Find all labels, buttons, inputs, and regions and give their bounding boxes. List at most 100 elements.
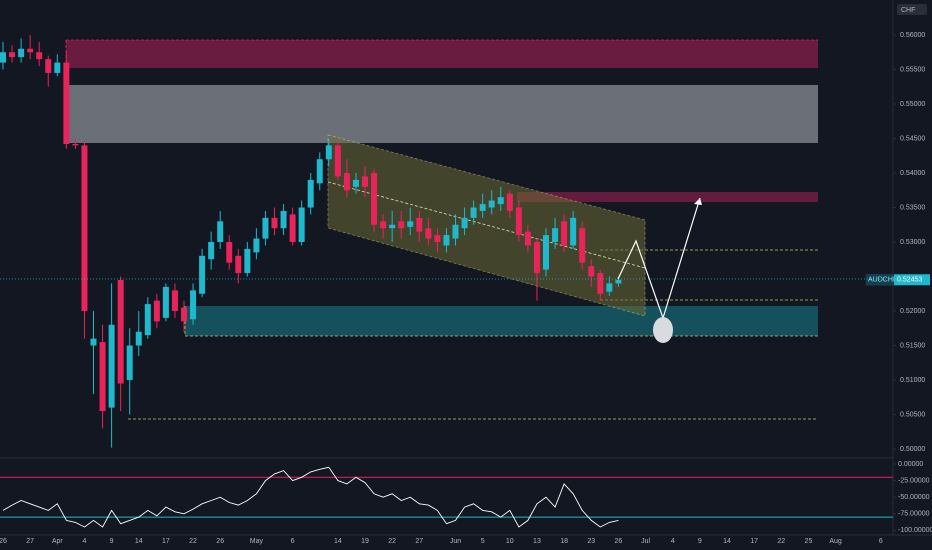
candle-body xyxy=(543,235,549,270)
x-tick-label: 5 xyxy=(481,538,485,545)
candle-body xyxy=(45,59,52,73)
candle-body xyxy=(425,228,432,239)
price-tag: AUDCHF 0.52453 xyxy=(865,273,930,286)
candle-body xyxy=(307,179,314,208)
candle-body xyxy=(615,279,622,284)
candle-body xyxy=(235,255,242,274)
x-tick-label: 14 xyxy=(135,538,143,545)
candle-body xyxy=(597,273,604,294)
candle-body xyxy=(371,173,378,225)
x-tick-label: 9 xyxy=(110,538,114,545)
candle-body xyxy=(63,62,70,145)
x-tick-label: 22 xyxy=(388,538,396,545)
candle-body xyxy=(452,224,459,239)
candle-body xyxy=(407,221,414,227)
candle-body xyxy=(461,217,468,229)
candle-body xyxy=(90,338,97,346)
osc-y-tick-label: -75.00000 xyxy=(898,511,930,518)
gray-zone xyxy=(66,85,818,143)
candle-body xyxy=(497,197,504,205)
candle-body xyxy=(561,221,568,246)
candle-body xyxy=(479,204,486,211)
x-tick-label: 26 xyxy=(615,538,623,545)
x-tick-label: 10 xyxy=(506,538,514,545)
osc-line xyxy=(2,466,619,528)
candle-body xyxy=(190,290,197,320)
candle-body xyxy=(162,286,169,318)
candle-body xyxy=(153,300,160,322)
candle-body xyxy=(126,345,133,381)
candle-body xyxy=(416,217,423,232)
y-tick-label: 0.55500 xyxy=(900,66,925,73)
osc-y-tick-label: 0.00000 xyxy=(898,461,923,468)
osc-y-tick-label: -100.00000 xyxy=(898,527,932,534)
last-price-label: 0.52453 xyxy=(897,277,922,284)
osc-y-tick-label: -25.00000 xyxy=(898,477,930,484)
candle-body xyxy=(217,221,224,243)
candle-body xyxy=(515,207,522,236)
x-tick-label: 6 xyxy=(291,538,295,545)
candle-body xyxy=(552,228,559,243)
x-tick-label: 4 xyxy=(82,538,86,545)
candle-body xyxy=(27,48,34,53)
x-tick-label: Jul xyxy=(641,538,650,545)
candle-body xyxy=(434,235,441,243)
x-tick-label: 19 xyxy=(361,538,369,545)
currency-label: CHF xyxy=(901,7,915,14)
candle-body xyxy=(325,145,332,160)
candle-body xyxy=(9,52,16,58)
candle-body xyxy=(470,207,477,218)
last-price-tag xyxy=(894,274,930,286)
y-tick-label: 0.53000 xyxy=(900,239,925,246)
candle-body xyxy=(298,207,305,243)
candle-body xyxy=(343,173,350,191)
y-tick-label: 0.56000 xyxy=(900,32,925,39)
candle-body xyxy=(262,217,269,239)
candle-body xyxy=(271,217,278,229)
x-tick-label: 22 xyxy=(777,538,785,545)
x-tick-label: 6 xyxy=(879,538,883,545)
x-tick-label: 26 xyxy=(216,538,224,545)
candle-body xyxy=(506,193,513,211)
y-tick-label: 0.51000 xyxy=(900,377,925,384)
x-tick-label: 14 xyxy=(723,538,731,545)
candle-body xyxy=(244,248,251,274)
candle-body xyxy=(54,62,61,73)
x-tick-label: 25 xyxy=(805,538,813,545)
projection-arrow xyxy=(694,198,702,205)
y-tick-label: 0.55000 xyxy=(900,101,925,108)
candle-body xyxy=(289,214,296,243)
candle-body xyxy=(280,210,287,229)
candle-body xyxy=(144,304,151,336)
candle-body xyxy=(208,242,215,260)
candle-body xyxy=(135,331,142,346)
x-tick-label: 26 xyxy=(0,538,7,545)
candle-body xyxy=(443,235,450,246)
x-tick-label: Jun xyxy=(450,538,461,545)
x-tick-label: 13 xyxy=(533,538,541,545)
x-tick-label: May xyxy=(250,538,264,545)
candle-body xyxy=(81,145,88,312)
candle-body xyxy=(533,242,540,274)
candle-body xyxy=(398,221,405,229)
candle-body xyxy=(181,307,187,322)
projection xyxy=(617,197,701,320)
candle-body xyxy=(199,255,206,294)
candle-body xyxy=(226,242,233,263)
x-tick-label: 27 xyxy=(415,538,423,545)
x-tick-label: 23 xyxy=(587,538,595,545)
x-tick-label: 18 xyxy=(560,538,568,545)
x-tick-label: 4 xyxy=(671,538,675,545)
y-tick-label: 0.50000 xyxy=(900,446,925,453)
candle-body xyxy=(380,221,387,229)
candle-body xyxy=(108,324,115,408)
candle-body xyxy=(570,217,577,246)
x-tick-label: 17 xyxy=(750,538,758,545)
x-tick-label: Aug xyxy=(829,538,842,545)
y-tick-label: 0.54000 xyxy=(900,170,925,177)
x-tick-label: 22 xyxy=(189,538,197,545)
y-tick-label: 0.53500 xyxy=(900,204,925,211)
candle-body xyxy=(99,342,106,412)
